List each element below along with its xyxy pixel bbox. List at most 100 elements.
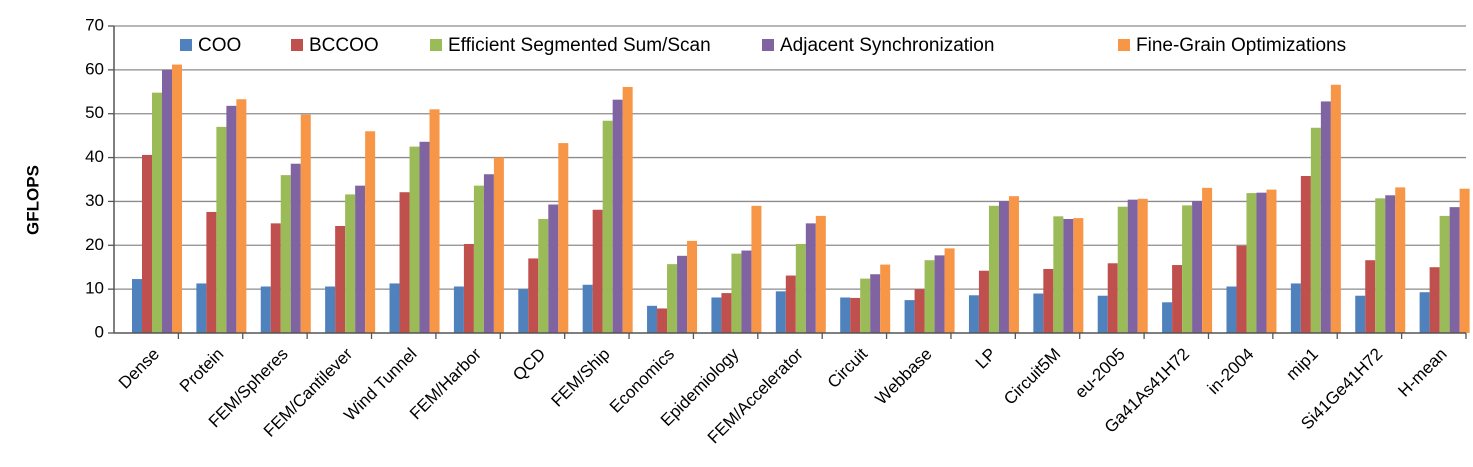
bar [998,200,1009,333]
x-category-label: Circuit [824,344,872,392]
bar [1172,265,1183,333]
bar [1063,218,1074,333]
x-category-label: mip1 [1282,344,1321,383]
bar [1330,84,1341,333]
bar [711,297,722,333]
bar [280,175,291,333]
bar [1053,216,1064,333]
legend-entry: Efficient Segmented Sum/Scan [448,35,711,56]
bar [236,99,247,334]
y-tick-label: 20 [85,235,104,254]
bar [206,211,217,333]
bar [944,248,955,333]
bar [1127,199,1138,333]
axes [113,26,1467,339]
bar [216,126,227,333]
y-tick-label: 40 [85,147,104,166]
bar [419,141,430,333]
bar [365,131,376,333]
bar [840,297,851,333]
bar [345,194,356,333]
bar [602,120,613,333]
bar [172,64,182,333]
bar [622,86,633,333]
bar [978,270,989,333]
bar [741,250,752,333]
y-tick-label: 30 [85,191,104,210]
legend-entry: Adjacent Synchronization [780,35,994,56]
bar [751,205,762,333]
bar [300,114,311,333]
bar [493,157,504,333]
bar [1320,101,1331,333]
x-category-label: QCD [509,344,549,384]
legend-swatch [430,39,442,51]
legend-swatch [180,39,192,51]
bar [1395,187,1406,333]
bar [463,243,474,333]
bar [1117,206,1128,333]
y-tick-label: 0 [95,322,104,341]
bar [934,255,945,333]
bar [1419,292,1430,333]
bar [1355,295,1366,333]
bar [775,291,786,333]
bar [1290,283,1301,333]
bar [1300,175,1311,333]
x-category-label: H-mean [1394,344,1450,400]
bar [548,204,559,333]
bar [1182,205,1193,333]
bar [260,286,271,333]
bar [335,225,346,333]
legend-background [760,32,1005,60]
bar [1008,196,1019,333]
bar [805,223,816,333]
bar [473,185,484,333]
bar [538,218,549,333]
bar [270,223,281,333]
bar [1246,193,1257,333]
bar [647,305,658,333]
bar [483,174,494,333]
bar [870,274,881,333]
legend-background [1116,32,1357,60]
bar [453,286,464,333]
bar [1033,293,1044,333]
bar [290,163,301,333]
bar [1266,189,1277,333]
bar [1365,260,1376,333]
y-tick-label: 60 [85,59,104,78]
bar [968,295,979,333]
bar [1192,200,1203,333]
bar [731,253,742,333]
legend-swatch [291,39,303,51]
bar [1043,268,1054,333]
bar [355,185,366,333]
bar [196,283,207,333]
bars [132,64,1470,334]
legend: COO BCCOO Efficient Segmented Sum/Scan Adja… [178,32,1357,60]
bar [904,300,915,333]
x-category-label: Dense [115,344,163,392]
bar [677,255,688,333]
bar [880,264,891,333]
bar [592,209,603,333]
x-category-label: FEM/Ship [547,344,613,410]
bar [785,275,796,333]
bar [850,297,861,333]
bar [558,143,569,333]
y-tick-label: 70 [85,15,104,34]
bar [1375,198,1386,333]
bar [795,243,806,333]
bar [399,192,410,333]
bar [815,215,826,333]
bar [1107,263,1118,333]
x-category-label: Webbase [872,344,936,408]
bar [612,99,623,334]
y-tick-label: 10 [85,279,104,298]
bar [518,289,529,333]
legend-entry: BCCOO [309,35,379,56]
bar [1310,127,1321,334]
bar [1236,245,1247,333]
bar [1097,295,1108,333]
